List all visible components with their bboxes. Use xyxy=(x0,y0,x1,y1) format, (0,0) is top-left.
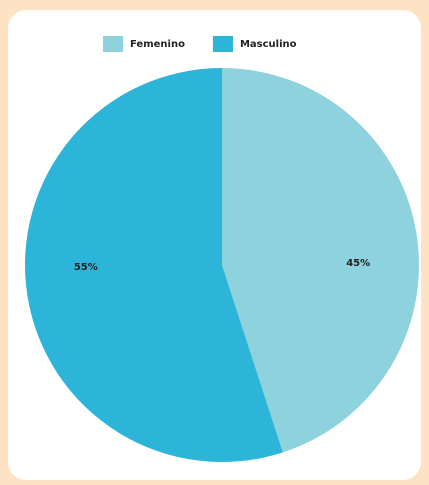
legend-label: Masculino xyxy=(240,39,297,50)
legend-label: Femenino xyxy=(130,39,185,50)
legend-swatch xyxy=(212,36,233,52)
legend-swatch xyxy=(103,36,123,52)
data-label: 55% xyxy=(74,262,98,273)
pie-slice xyxy=(222,68,419,453)
pie-slice xyxy=(24,68,283,462)
data-label: 45% xyxy=(346,258,370,269)
